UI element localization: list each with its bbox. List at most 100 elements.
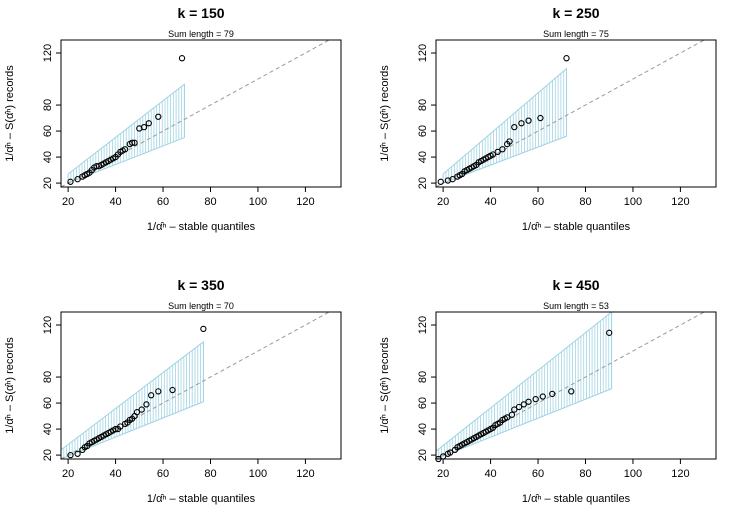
y-tick-label: 80: [417, 371, 429, 383]
x-tick-label: 80: [204, 196, 216, 208]
data-point: [131, 139, 138, 146]
data-point: [539, 393, 546, 400]
x-tick-label: 60: [157, 468, 169, 480]
data-point: [145, 120, 152, 127]
data-point: [133, 409, 141, 416]
data-point: [129, 139, 136, 146]
plot-frame: [435, 311, 717, 460]
data-point: [511, 124, 518, 131]
data-point: [549, 390, 556, 398]
x-tick-label: 80: [579, 196, 591, 208]
x-tick-label: 120: [296, 468, 314, 480]
data-point: [508, 411, 516, 418]
x-tick-label: 100: [249, 196, 267, 208]
data-point: [155, 113, 162, 120]
data-point: [155, 388, 162, 395]
y-tick-label: 40: [417, 423, 429, 435]
panel-title: k = 250: [552, 5, 599, 21]
data-point: [67, 451, 74, 459]
y-tick-label: 60: [417, 397, 429, 409]
data-point: [506, 138, 513, 145]
data-point: [563, 55, 570, 62]
data-point: [143, 401, 150, 408]
y-tick-label: 120: [42, 316, 54, 334]
data-point: [74, 450, 81, 457]
y-tick-label: 120: [42, 44, 54, 62]
panel-title: k = 350: [177, 277, 224, 293]
x-tick-label: 20: [62, 468, 74, 480]
x-axis-label: 1/α̂ⁿ – stable quantiles: [522, 493, 631, 505]
data-point: [515, 403, 523, 411]
x-tick-label: 100: [624, 468, 642, 480]
x-tick-label: 40: [109, 468, 121, 480]
y-tick-label: 40: [417, 151, 429, 163]
x-tick-label: 120: [671, 196, 689, 208]
confidence-band: [61, 340, 204, 459]
panel-2: k = 250 Sum length = 75 20 40 60 80 100 120 20 40…: [379, 5, 717, 233]
x-axis-label: 1/α̂ⁿ – stable quantiles: [522, 221, 631, 233]
x-tick-label: 20: [62, 196, 74, 208]
band-outline: [436, 312, 613, 459]
data-point: [525, 398, 532, 405]
y-tick-label: 120: [417, 316, 429, 334]
y-tick-label: 40: [42, 423, 54, 435]
x-tick-label: 80: [579, 468, 591, 480]
data-point: [504, 414, 511, 421]
data-point: [148, 392, 155, 399]
panel-4: k = 450 Sum length = 53 20 40 60 80 100 120 20 40…: [379, 277, 717, 505]
y-tick-label: 20: [417, 449, 429, 461]
data-point: [489, 151, 497, 158]
data-point: [200, 325, 207, 333]
x-tick-label: 60: [157, 196, 169, 208]
x-tick-label: 40: [109, 196, 121, 208]
x-tick-label: 120: [671, 468, 689, 480]
x-tick-label: 120: [296, 196, 314, 208]
y-tick-label: 60: [42, 125, 54, 137]
y-tick-label: 60: [417, 125, 429, 137]
x-tick-label: 20: [437, 196, 449, 208]
plot-frame: [60, 311, 342, 460]
y-tick-label: 80: [417, 99, 429, 111]
x-tick-label: 100: [249, 468, 267, 480]
panel-title: k = 150: [177, 5, 224, 21]
panel-subtitle: Sum length = 79: [168, 29, 234, 39]
band-outline: [61, 340, 204, 459]
y-tick-label: 60: [42, 397, 54, 409]
data-point: [494, 148, 501, 156]
data-point: [140, 124, 148, 131]
data-point: [447, 449, 454, 456]
panel-3: k = 350 Sum length = 70 20 40 60 80 100 120 20 40…: [4, 277, 342, 505]
x-tick-label: 80: [204, 468, 216, 480]
y-tick-label: 20: [42, 449, 54, 461]
y-tick-label: 20: [417, 177, 429, 189]
panel-subtitle: Sum length = 53: [543, 301, 609, 311]
y-tick-label: 80: [42, 99, 54, 111]
x-axis-label: 1/α̂ⁿ – stable quantiles: [147, 221, 256, 233]
y-axis-label: 1/α̂ⁿ – S(α̂ⁿ) records: [4, 65, 16, 162]
data-points: [67, 325, 207, 459]
data-point: [525, 117, 532, 124]
panel-1: k = 150 Sum length = 79 20 40 60 80 100 120 20 40…: [4, 5, 342, 233]
panel-title: k = 450: [552, 277, 599, 293]
data-point: [169, 386, 176, 394]
plot-frame: [435, 39, 717, 188]
panel-subtitle: Sum length = 75: [543, 29, 609, 39]
data-point: [520, 401, 527, 408]
data-point: [178, 55, 186, 62]
confidence-band: [67, 83, 185, 184]
data-point: [121, 146, 129, 153]
data-point: [112, 425, 119, 433]
confidence-band: [436, 312, 613, 459]
x-tick-label: 20: [437, 468, 449, 480]
data-point: [606, 329, 613, 336]
data-points: [437, 55, 570, 185]
data-points: [67, 55, 186, 185]
y-axis-label: 1/α̂ⁿ – S(α̂ⁿ) records: [379, 337, 391, 434]
panel-subtitle: Sum length = 70: [168, 301, 234, 311]
plot-frame: [60, 39, 342, 188]
data-point: [518, 120, 525, 127]
data-points: [435, 329, 613, 463]
y-axis-label: 1/α̂ⁿ – S(α̂ⁿ) records: [4, 337, 16, 434]
y-tick-label: 120: [417, 44, 429, 62]
x-tick-label: 40: [484, 468, 496, 480]
